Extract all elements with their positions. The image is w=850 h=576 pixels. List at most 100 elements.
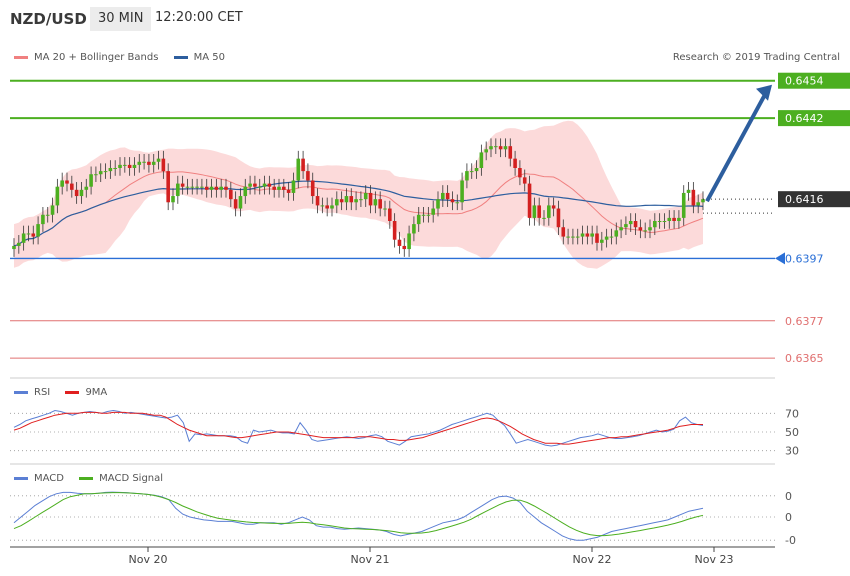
candle-body <box>484 149 488 153</box>
candle-body <box>542 217 546 219</box>
current-price-tag <box>778 191 850 208</box>
candle-body <box>416 214 421 225</box>
candle-body <box>79 189 84 197</box>
current-price-label: 0.6416 <box>785 193 824 206</box>
candle-body <box>60 180 64 187</box>
level-label-3: 0.6397 <box>785 252 824 265</box>
candle-body <box>262 183 267 187</box>
candle-body <box>580 233 585 237</box>
candle-body <box>648 227 652 231</box>
candle-body <box>310 180 315 197</box>
candle-body <box>330 205 334 209</box>
candle-body <box>556 208 561 228</box>
candle-body <box>31 233 36 237</box>
candle-body <box>633 221 638 228</box>
candle-body <box>638 227 643 231</box>
candle-body <box>388 208 392 221</box>
candle-body <box>681 192 686 218</box>
candle-body <box>604 236 609 240</box>
x-tick-label: Nov 22 <box>573 553 612 566</box>
candle-body <box>41 214 45 225</box>
candle-body <box>282 186 286 190</box>
candle-body <box>359 199 363 201</box>
candle-body <box>363 192 368 200</box>
candle-body <box>171 196 175 203</box>
x-tick-label: Nov 23 <box>695 553 734 566</box>
macd-signal-swatch <box>79 476 94 480</box>
candle-body <box>696 202 700 206</box>
candle-body <box>185 186 190 188</box>
candle-body <box>397 239 402 246</box>
candle-body <box>123 164 127 166</box>
candle-body <box>595 233 599 243</box>
candle-body <box>653 221 657 228</box>
candle-body <box>190 186 195 188</box>
candle-body <box>89 174 93 187</box>
candle-body <box>657 221 662 222</box>
candle-body <box>339 199 344 203</box>
candle-body <box>36 224 40 237</box>
candle-body <box>590 233 594 237</box>
candle-body <box>108 168 113 172</box>
level-label-1: 0.6442 <box>785 112 824 125</box>
candle-body <box>421 214 426 216</box>
rsi-ma-line <box>13 411 703 445</box>
rsi-tick-label: 70 <box>785 407 799 420</box>
macd-legend: MACD MACD Signal <box>14 473 163 484</box>
candle-body <box>238 196 243 209</box>
candle-body <box>320 205 325 207</box>
candle-body <box>609 236 614 238</box>
candle-body <box>26 233 31 235</box>
candle-body <box>614 230 619 237</box>
ma50-swatch <box>173 55 188 59</box>
candle-body <box>508 146 513 159</box>
candle-body <box>474 168 479 172</box>
candle-body <box>368 192 373 206</box>
candle-body <box>176 183 180 197</box>
candle-body <box>426 214 431 216</box>
rsi-legend-label: RSI <box>34 387 51 398</box>
candle-body <box>344 196 349 203</box>
candle-body <box>585 233 590 237</box>
macd-tick-label: -0 <box>785 534 796 547</box>
candle-body <box>103 171 108 173</box>
candle-body <box>349 196 354 203</box>
forecast-arrowhead <box>756 84 772 101</box>
rsi-tick-label: 50 <box>785 426 799 439</box>
candle-body <box>662 221 667 222</box>
copyright: Research © 2019 Trading Central <box>672 52 840 63</box>
candle-body <box>98 171 103 175</box>
ma20-swatch <box>14 55 28 59</box>
main-legend: MA 20 + Bollinger Bands MA 50 <box>14 52 225 63</box>
candle-body <box>445 192 450 200</box>
candle-body <box>522 177 527 184</box>
candle-body <box>243 186 248 197</box>
candle-body <box>209 186 214 190</box>
rsi-swatch <box>14 390 28 394</box>
candle-body <box>513 158 517 168</box>
candle-body <box>402 245 407 250</box>
candle-body <box>561 227 566 237</box>
candle-body <box>296 158 301 181</box>
ma50-line <box>13 180 704 247</box>
candle-body <box>686 189 691 193</box>
timeframe-badge[interactable]: 30 MIN <box>90 7 152 31</box>
candle-body <box>412 224 416 234</box>
candle-body <box>233 199 238 209</box>
candle-body <box>455 202 460 204</box>
candle-body <box>436 199 440 209</box>
rsi-ma-legend-label: 9MA <box>85 387 108 398</box>
candle-body <box>450 199 455 203</box>
candle-body <box>180 183 185 187</box>
rsi-tick-label: 30 <box>785 445 799 458</box>
candle-body <box>527 183 532 218</box>
x-tick-label: Nov 21 <box>351 553 390 566</box>
ma20-line <box>13 171 704 247</box>
level-label-0: 0.6454 <box>785 75 824 88</box>
candle-body <box>195 186 199 188</box>
candle-body <box>469 171 474 173</box>
candle-body <box>677 217 681 221</box>
candle-body <box>407 233 411 250</box>
pivot-arrow <box>775 252 785 265</box>
